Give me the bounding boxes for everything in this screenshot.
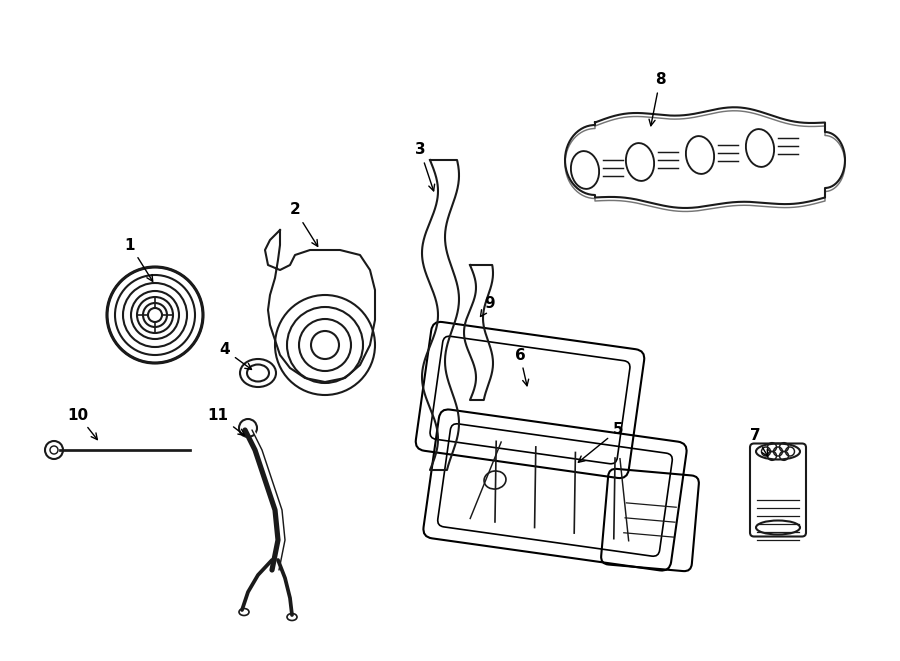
Text: 8: 8	[649, 73, 665, 126]
Text: 4: 4	[220, 342, 251, 369]
Text: 11: 11	[208, 407, 245, 436]
Text: 5: 5	[579, 422, 624, 462]
Text: 1: 1	[125, 237, 153, 282]
Text: 2: 2	[290, 202, 318, 247]
Text: 10: 10	[68, 407, 97, 440]
Text: 7: 7	[750, 428, 768, 456]
Text: 6: 6	[515, 348, 528, 386]
Text: 9: 9	[481, 295, 495, 317]
Text: 3: 3	[415, 143, 435, 191]
